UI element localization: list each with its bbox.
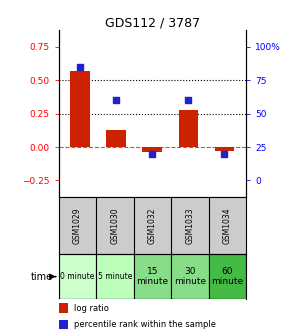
- Bar: [214, 147, 234, 151]
- Bar: [59, 254, 96, 299]
- Point: [150, 151, 155, 156]
- Bar: [171, 254, 209, 299]
- Point: [222, 151, 227, 156]
- Bar: [106, 130, 126, 147]
- Title: GDS112 / 3787: GDS112 / 3787: [105, 16, 200, 29]
- Bar: [70, 71, 90, 147]
- Bar: [59, 320, 68, 329]
- Bar: [59, 303, 68, 313]
- Text: 60
minute: 60 minute: [211, 267, 243, 286]
- Text: percentile rank within the sample: percentile rank within the sample: [74, 320, 216, 329]
- Bar: [209, 254, 246, 299]
- Text: time: time: [30, 271, 53, 282]
- Point: [78, 64, 83, 70]
- Point: [186, 98, 191, 103]
- Text: 5 minute: 5 minute: [98, 272, 132, 281]
- Bar: [96, 254, 134, 299]
- Text: 15
minute: 15 minute: [136, 267, 168, 286]
- Text: 30
minute: 30 minute: [174, 267, 206, 286]
- Text: GSM1034: GSM1034: [223, 207, 232, 244]
- Text: log ratio: log ratio: [74, 304, 108, 313]
- Bar: [134, 254, 171, 299]
- Bar: [178, 110, 198, 147]
- Text: 0 minute: 0 minute: [60, 272, 95, 281]
- Text: GSM1033: GSM1033: [185, 207, 194, 244]
- Bar: [142, 147, 162, 152]
- Text: GSM1030: GSM1030: [110, 207, 119, 244]
- Text: GSM1029: GSM1029: [73, 208, 82, 244]
- Text: GSM1032: GSM1032: [148, 208, 157, 244]
- Point: [114, 98, 119, 103]
